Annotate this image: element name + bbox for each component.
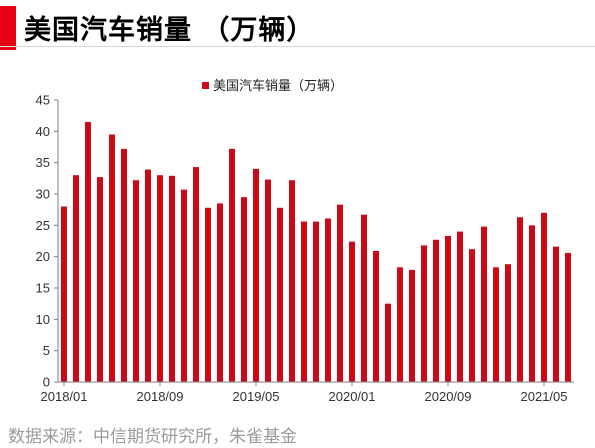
bar xyxy=(565,252,571,382)
bar xyxy=(253,168,259,382)
y-tick-label: 25 xyxy=(36,218,50,233)
y-tick-label: 30 xyxy=(36,187,50,202)
legend-swatch xyxy=(202,82,209,89)
bar xyxy=(265,179,271,382)
bar xyxy=(481,226,487,382)
x-tick-label: 2018/01 xyxy=(41,389,88,404)
y-tick-label: 5 xyxy=(43,343,50,358)
bar xyxy=(73,175,79,382)
y-tick-label: 45 xyxy=(36,93,50,108)
bar xyxy=(193,167,199,382)
bar xyxy=(445,235,451,382)
bar xyxy=(241,197,247,382)
bar xyxy=(277,207,283,382)
bar xyxy=(517,217,523,382)
title-accent-bar xyxy=(0,6,16,50)
bar xyxy=(61,206,67,382)
bar xyxy=(409,269,415,382)
bar xyxy=(181,189,187,382)
bar xyxy=(325,218,331,382)
bar xyxy=(313,221,319,382)
title-divider xyxy=(0,46,595,47)
bar xyxy=(457,231,463,382)
bar xyxy=(397,267,403,382)
bar xyxy=(301,221,307,382)
bar xyxy=(421,245,427,382)
y-tick-label: 35 xyxy=(36,155,50,170)
bar xyxy=(289,180,295,382)
bar xyxy=(217,203,223,382)
bar xyxy=(145,169,151,382)
bar xyxy=(133,180,139,382)
y-tick-label: 40 xyxy=(36,124,50,139)
title-bar: 美国汽车销量 （万辆） xyxy=(0,6,595,50)
bar xyxy=(541,212,547,382)
bar xyxy=(85,121,91,383)
y-tick-label: 0 xyxy=(43,375,50,390)
y-tick-label: 15 xyxy=(36,281,50,296)
bar xyxy=(109,134,115,382)
x-tick-label: 2019/05 xyxy=(233,389,280,404)
bar xyxy=(121,148,127,382)
page-title: 美国汽车销量 （万辆） xyxy=(24,15,315,46)
y-tick-label: 20 xyxy=(36,249,50,264)
x-tick-label: 2018/09 xyxy=(137,389,184,404)
bar xyxy=(205,207,211,382)
bar xyxy=(361,214,367,382)
bar xyxy=(469,249,475,382)
bar xyxy=(505,264,511,382)
bar-series xyxy=(61,121,571,383)
bar xyxy=(337,204,343,382)
bar xyxy=(373,251,379,382)
y-axis: 0 5 10 15 20 25 30 35 40 45 xyxy=(36,93,59,390)
bar xyxy=(157,175,163,382)
bar xyxy=(229,148,235,382)
bar xyxy=(433,239,439,382)
y-tick-label: 10 xyxy=(36,312,50,327)
bar xyxy=(529,225,535,382)
x-axis: 2018/01 2018/09 2019/05 2020/01 2020/09 2021/… xyxy=(41,381,574,404)
bar xyxy=(349,241,355,382)
bar xyxy=(493,267,499,382)
x-tick-label: 2021/05 xyxy=(521,389,568,404)
x-tick-label: 2020/01 xyxy=(329,389,376,404)
bar xyxy=(385,303,391,382)
bar xyxy=(169,175,175,382)
legend: 美国汽车销量（万辆） xyxy=(202,78,343,94)
bar xyxy=(553,246,559,382)
bar xyxy=(97,177,103,382)
legend-label: 美国汽车销量（万辆） xyxy=(213,78,343,94)
data-source-note: 数据来源：中信期货研究所，朱雀基金 xyxy=(8,427,297,447)
x-tick-label: 2020/09 xyxy=(425,389,472,404)
